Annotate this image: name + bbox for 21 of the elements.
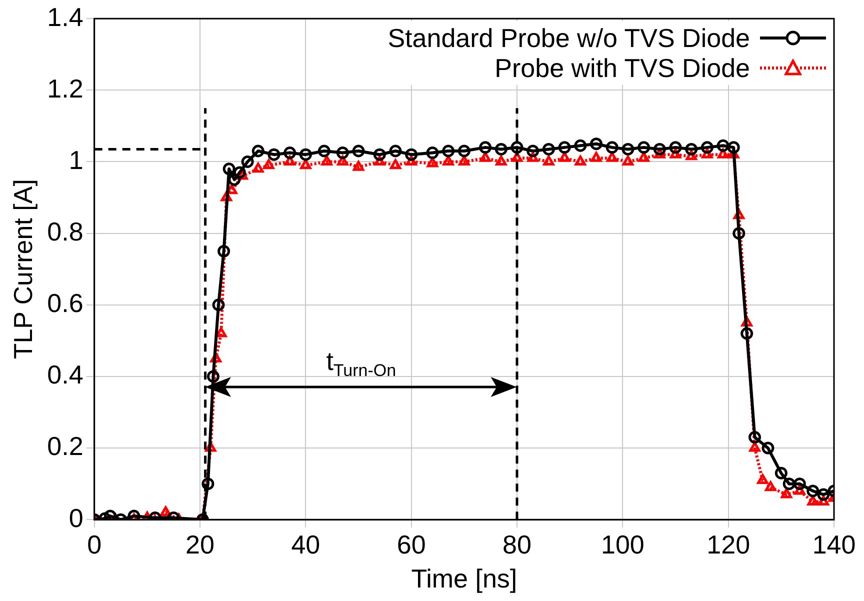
x-tick-label: 80 xyxy=(502,529,532,560)
y-tick-label: 0.8 xyxy=(47,216,84,246)
x-tick-label: 100 xyxy=(600,529,644,560)
y-tick-label: 0.6 xyxy=(47,288,84,318)
x-tick-label: 60 xyxy=(396,529,426,560)
x-tick-label: 140 xyxy=(812,529,856,560)
x-tick-label: 40 xyxy=(291,529,320,560)
x-axis-title: Time [ns] xyxy=(411,564,518,594)
x-tick-label: 20 xyxy=(186,529,214,560)
y-axis-title: TLP Current [A] xyxy=(8,179,38,360)
y-tick-label: 1 xyxy=(68,144,84,175)
y-tick-label: 0.2 xyxy=(47,431,84,462)
y-tick-label: 1.4 xyxy=(47,2,84,32)
y-tick-label: 0 xyxy=(68,502,84,533)
y-tick-label: 1.2 xyxy=(47,73,84,104)
annotation: t$_{Turn-On}$ xyxy=(326,346,396,381)
x-tick-label: 0 xyxy=(87,529,102,560)
y-tick-label: 0.4 xyxy=(47,360,84,390)
legend-label: Probe with TVS Diode xyxy=(494,52,750,83)
x-tick-label: 120 xyxy=(706,529,750,560)
legend-label: Standard Probe w/o TVS Diode xyxy=(388,22,750,53)
